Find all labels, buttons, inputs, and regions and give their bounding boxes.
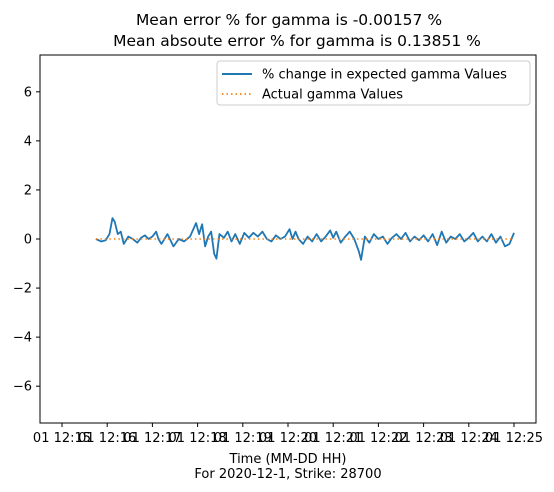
- legend-label-actual: Actual gamma Values: [262, 88, 403, 103]
- y-tick-label: 2: [24, 183, 32, 198]
- x-axis-label: Time (MM-DD HH): [229, 452, 347, 467]
- y-tick-label: 6: [24, 85, 32, 100]
- chart-title-line-1: Mean error % for gamma is -0.00157 %: [136, 11, 442, 29]
- legend-box: [216, 60, 531, 106]
- legend-label-expected: % change in expected gamma Values: [262, 68, 507, 83]
- x-tick-label: 01 12:23: [395, 431, 453, 446]
- x-tick-label: 01 12:22: [349, 431, 407, 446]
- chart-title-line-2: Mean absoute error % for gamma is 0.1385…: [113, 32, 481, 50]
- x-tick-label: 01 12:18: [169, 431, 227, 446]
- legend: % change in expected gamma Values Actual…: [216, 60, 531, 106]
- y-axis: −6 −4 −2 0 2 4 6: [13, 85, 40, 395]
- x-tick-label: 01 12:16: [78, 431, 136, 446]
- x-tick-label: 01 12:17: [123, 431, 181, 446]
- x-tick-label: 01 12:25: [485, 431, 543, 446]
- series-line-expected: [95, 217, 515, 261]
- x-tick-label: 01 12:15: [33, 431, 91, 446]
- y-tick-label: −2: [13, 282, 32, 297]
- y-tick-label: −4: [13, 331, 32, 346]
- x-axis-sublabel: For 2020-12-1, Strike: 28700: [194, 467, 381, 482]
- x-tick-label: 01 12:21: [304, 431, 362, 446]
- y-tick-label: 4: [24, 134, 32, 149]
- x-tick-label: 01 12:24: [440, 431, 498, 446]
- y-tick-label: −6: [13, 380, 32, 395]
- x-tick-label: 01 12:19: [214, 431, 272, 446]
- y-tick-label: 0: [24, 233, 32, 248]
- plot-area: [95, 217, 515, 261]
- x-tick-label: 01 12:20: [259, 431, 317, 446]
